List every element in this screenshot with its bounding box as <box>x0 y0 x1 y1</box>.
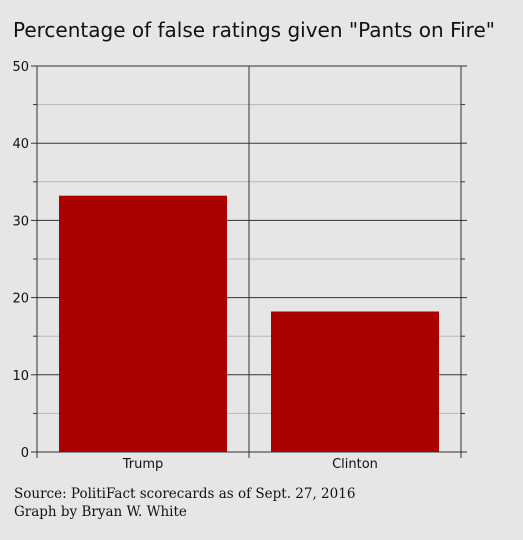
y-tick-label: 20 <box>12 292 29 307</box>
x-tick-label: Trump <box>122 457 164 472</box>
y-tick-label: 50 <box>12 60 29 75</box>
y-tick-label: 10 <box>12 369 29 384</box>
y-tick-label: 0 <box>21 446 29 461</box>
y-tick-label: 30 <box>12 214 29 229</box>
bar-trump <box>59 195 227 453</box>
bar-clinton <box>271 311 439 452</box>
x-axis: Trump Clinton <box>36 452 462 472</box>
bars <box>59 195 439 453</box>
source-note: Source: PolitiFact scorecards as of Sept… <box>14 485 355 521</box>
y-axis: 0 10 20 30 40 50 <box>12 60 467 461</box>
chart-title: Percentage of false ratings given "Pants… <box>13 18 495 42</box>
x-tick-label: Clinton <box>332 457 378 472</box>
credit-text: Graph by Bryan W. White <box>14 504 187 520</box>
y-tick-label: 40 <box>12 137 29 152</box>
source-text: Source: PolitiFact scorecards as of Sept… <box>14 486 356 502</box>
